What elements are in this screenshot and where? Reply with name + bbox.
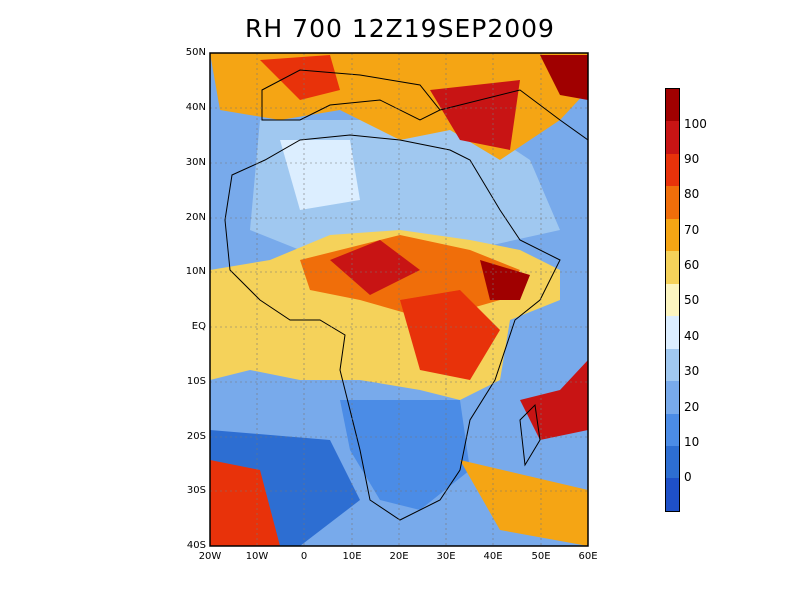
lat-label-50n: 50N [185, 47, 206, 58]
colorbar-segment [666, 218, 679, 252]
colorbar-segment [666, 348, 679, 382]
sw-high [210, 460, 280, 546]
se-band [460, 460, 588, 546]
colorbar-segment [666, 283, 679, 317]
colorbar-segment [666, 445, 679, 479]
lon-label-10w: 10W [245, 551, 269, 562]
sahel-core [330, 240, 420, 295]
map-frame [209, 52, 589, 547]
lon-label-30e: 30E [436, 551, 456, 562]
lat-label-20n: 20N [185, 212, 206, 223]
colorbar-label-20: 20 [684, 400, 700, 414]
south-africa-dry [340, 400, 470, 510]
asia-coastline [439, 89, 588, 141]
colorbar [665, 88, 680, 512]
lon-label-40e: 40E [483, 551, 503, 562]
lon-label-20e: 20E [389, 551, 409, 562]
colorbar-label-40: 40 [684, 329, 700, 343]
lon-label-20w: 20W [198, 551, 222, 562]
lat-label-30s: 30S [186, 485, 206, 496]
colorbar-segment [666, 153, 679, 187]
ethiopia-high [480, 260, 530, 300]
lon-label-10e: 10E [342, 551, 362, 562]
colorbar-segment [666, 251, 679, 284]
caspian-high [540, 55, 588, 100]
congo-moist [400, 290, 500, 380]
turkey-high [430, 80, 520, 150]
colorbar-segment [666, 186, 679, 219]
colorbar-label-80: 80 [684, 187, 700, 201]
dry-patch [280, 140, 360, 210]
colorbar-label-0: 0 [684, 470, 692, 484]
lat-label-20s: 20S [186, 431, 206, 442]
lon-label-60e: 60E [578, 551, 598, 562]
africa-coastline [224, 134, 561, 521]
lat-label-eq: EQ [191, 321, 206, 332]
lon-label-0: 0 [300, 551, 308, 562]
gridlines [210, 53, 588, 546]
colorbar-label-30: 30 [684, 364, 700, 378]
colorbar-segment [666, 89, 679, 122]
lat-label-40s: 40S [186, 540, 206, 551]
colorbar-segment [666, 316, 679, 349]
map-title: RH 700 12Z19SEP2009 [245, 14, 555, 43]
colorbar-segment [666, 381, 679, 414]
colorbar-label-60: 60 [684, 258, 700, 272]
colorbar-label-90: 90 [684, 152, 700, 166]
europe-coastline [261, 69, 441, 121]
lat-label-10n: 10N [185, 266, 206, 277]
madagascar-outline [519, 403, 541, 467]
colorbar-segment [666, 413, 679, 446]
colorbar-segment [666, 121, 679, 154]
lat-label-30n: 30N [185, 157, 206, 168]
colorbar-segment [666, 478, 679, 511]
colorbar-label-70: 70 [684, 223, 700, 237]
colorbar-label-50: 50 [684, 293, 700, 307]
europe-high [260, 55, 340, 100]
lat-label-40n: 40N [185, 102, 206, 113]
lon-label-50e: 50E [531, 551, 551, 562]
lat-label-10s: 10S [186, 376, 206, 387]
colorbar-label-10: 10 [684, 435, 700, 449]
colorbar-label-100: 100 [684, 117, 707, 131]
